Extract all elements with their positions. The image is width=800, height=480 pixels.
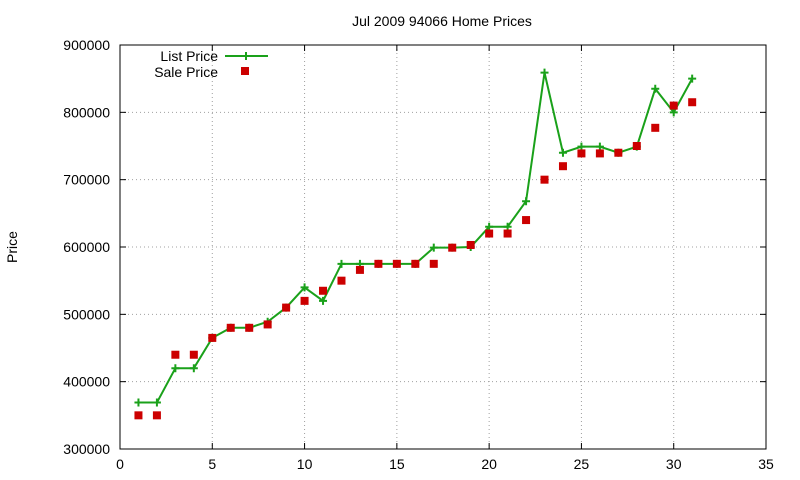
y-tick-label: 900000 bbox=[63, 37, 110, 53]
sale-price-point bbox=[245, 323, 254, 332]
sale-price-point bbox=[522, 216, 531, 225]
sale-price-point bbox=[374, 259, 383, 268]
grid bbox=[120, 45, 766, 449]
sale-price-point bbox=[300, 296, 309, 305]
list-price-point bbox=[429, 243, 438, 252]
list-price-point bbox=[540, 68, 549, 77]
legend-swatch-sale-price bbox=[241, 67, 249, 75]
y-tick-label: 700000 bbox=[63, 172, 110, 188]
list-price-point bbox=[595, 142, 604, 151]
legend: List Price Sale Price bbox=[154, 48, 268, 80]
y-tick-label: 300000 bbox=[63, 441, 110, 457]
sale-price-point bbox=[503, 229, 512, 238]
sale-price-point bbox=[688, 98, 697, 107]
y-axis-label: Price bbox=[4, 231, 20, 263]
list-price-point bbox=[171, 364, 180, 373]
sale-price-point bbox=[392, 259, 401, 268]
sale-price-point bbox=[651, 123, 660, 132]
list-price-point bbox=[522, 197, 531, 206]
list-price-point bbox=[577, 142, 586, 151]
y-tick-label: 500000 bbox=[63, 306, 110, 322]
x-tick-label: 10 bbox=[297, 456, 313, 472]
sale-price-point bbox=[208, 333, 217, 342]
sale-price-point bbox=[411, 259, 420, 268]
sale-price-point bbox=[355, 265, 364, 274]
sale-price-point bbox=[189, 350, 198, 359]
sale-price-point bbox=[614, 148, 623, 157]
sale-price-point bbox=[485, 229, 494, 238]
sale-price-point bbox=[595, 149, 604, 158]
x-tick-label: 5 bbox=[208, 456, 216, 472]
sale-price-point bbox=[319, 286, 328, 295]
sale-price-point bbox=[263, 320, 272, 329]
legend-label-sale-price: Sale Price bbox=[154, 64, 218, 80]
list-price-point bbox=[651, 84, 660, 93]
list-price-point bbox=[337, 259, 346, 268]
sale-price-point bbox=[577, 149, 586, 158]
list-price-point bbox=[669, 108, 678, 117]
list-price-point bbox=[558, 148, 567, 157]
plot-frame bbox=[119, 44, 767, 450]
y-tick-label: 400000 bbox=[63, 374, 110, 390]
sale-price-point bbox=[282, 303, 291, 312]
sale-price-point bbox=[429, 259, 438, 268]
list-price-point bbox=[134, 398, 143, 407]
sale-price-point bbox=[337, 276, 346, 285]
sale-price-point bbox=[226, 323, 235, 332]
x-tick-label: 20 bbox=[481, 456, 497, 472]
y-tick-label: 600000 bbox=[63, 239, 110, 255]
x-tick-label: 30 bbox=[666, 456, 682, 472]
y-tick-label: 800000 bbox=[63, 104, 110, 120]
sale-price-point bbox=[540, 175, 549, 184]
sale-price-point bbox=[171, 350, 180, 359]
sale-price-point bbox=[632, 142, 641, 150]
list-price-point bbox=[152, 398, 161, 407]
sale-price-point bbox=[152, 411, 161, 420]
legend-swatch-list-price-marker bbox=[242, 52, 250, 60]
list-price-point bbox=[485, 222, 494, 231]
sale-price-point bbox=[558, 162, 567, 171]
sale-price-point bbox=[466, 240, 475, 249]
list-price-point bbox=[503, 222, 512, 231]
x-tick-label: 0 bbox=[116, 456, 124, 472]
sale-price-point bbox=[669, 101, 678, 110]
list-price-point bbox=[189, 364, 198, 373]
series-layer bbox=[134, 68, 697, 420]
x-tick-label: 25 bbox=[574, 456, 590, 472]
legend-label-list-price: List Price bbox=[160, 48, 218, 64]
x-tick-label: 35 bbox=[758, 456, 774, 472]
chart-title: Jul 2009 94066 Home Prices bbox=[352, 13, 532, 29]
list-price-point bbox=[300, 283, 309, 292]
sale-price-point bbox=[448, 243, 457, 252]
list-price-line bbox=[138, 72, 694, 404]
sale-price-point bbox=[134, 411, 143, 420]
tick-labels: 0 5 10 15 20 25 30 35 300000 400000 500000 600000 70… bbox=[63, 37, 774, 472]
x-tick-label: 15 bbox=[389, 456, 405, 472]
list-price-point bbox=[319, 296, 328, 305]
list-price-point bbox=[688, 74, 697, 83]
